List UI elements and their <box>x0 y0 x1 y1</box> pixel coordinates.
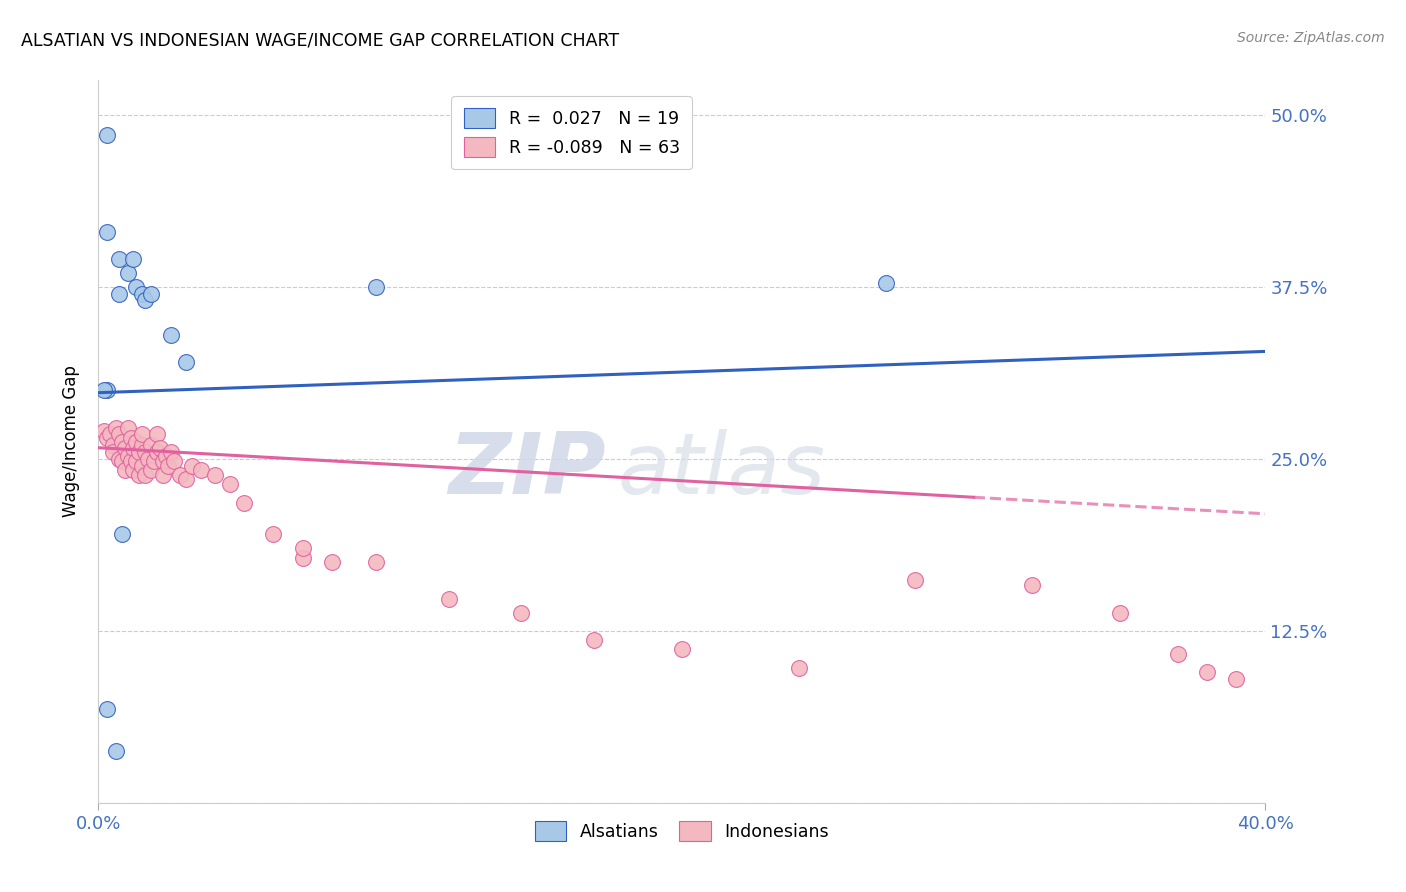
Point <box>134 468 156 483</box>
Point <box>93 383 115 397</box>
Point <box>125 279 148 293</box>
Point <box>437 592 460 607</box>
Point <box>134 293 156 308</box>
Point <box>108 252 131 267</box>
Point <box>136 451 159 466</box>
Point <box>155 449 177 463</box>
Legend: Alsatians, Indonesians: Alsatians, Indonesians <box>527 814 837 848</box>
Point <box>291 541 314 556</box>
Point <box>120 431 142 445</box>
Point <box>160 327 183 342</box>
Point <box>157 458 180 473</box>
Point <box>131 458 153 473</box>
Point <box>96 431 118 445</box>
Point <box>114 441 136 455</box>
Point <box>160 445 183 459</box>
Point <box>111 435 134 450</box>
Point <box>190 463 212 477</box>
Point <box>671 641 693 656</box>
Point <box>149 441 172 455</box>
Point <box>93 424 115 438</box>
Point <box>1021 578 1043 592</box>
Point <box>139 438 162 452</box>
Point <box>122 463 145 477</box>
Point <box>96 128 118 143</box>
Point <box>139 286 162 301</box>
Point <box>174 472 197 486</box>
Point <box>125 435 148 450</box>
Point <box>128 445 150 459</box>
Point <box>96 702 118 716</box>
Point <box>117 266 139 280</box>
Point <box>146 427 169 442</box>
Text: Source: ZipAtlas.com: Source: ZipAtlas.com <box>1237 31 1385 45</box>
Point <box>96 383 118 397</box>
Point <box>117 449 139 463</box>
Point <box>108 286 131 301</box>
Text: atlas: atlas <box>617 429 825 512</box>
Point <box>108 427 131 442</box>
Point <box>120 454 142 468</box>
Y-axis label: Wage/Income Gap: Wage/Income Gap <box>62 366 80 517</box>
Point <box>131 438 153 452</box>
Point <box>96 225 118 239</box>
Point <box>134 445 156 459</box>
Point <box>122 441 145 455</box>
Point <box>131 286 153 301</box>
Point <box>98 427 121 442</box>
Point <box>904 573 927 587</box>
Point <box>111 527 134 541</box>
Point <box>262 527 284 541</box>
Text: ALSATIAN VS INDONESIAN WAGE/INCOME GAP CORRELATION CHART: ALSATIAN VS INDONESIAN WAGE/INCOME GAP C… <box>21 31 619 49</box>
Point <box>128 468 150 483</box>
Point <box>1108 606 1130 620</box>
Point <box>163 454 186 468</box>
Point <box>108 451 131 466</box>
Point <box>583 633 606 648</box>
Point <box>139 463 162 477</box>
Point <box>111 454 134 468</box>
Point <box>101 445 124 459</box>
Point <box>204 468 226 483</box>
Point <box>510 606 533 620</box>
Point <box>364 555 387 569</box>
Point <box>152 454 174 468</box>
Point <box>152 468 174 483</box>
Point <box>1167 647 1189 661</box>
Point <box>180 458 202 473</box>
Point <box>321 555 343 569</box>
Point <box>787 661 810 675</box>
Text: ZIP: ZIP <box>449 429 606 512</box>
Point <box>233 496 256 510</box>
Point <box>117 421 139 435</box>
Point <box>104 743 127 757</box>
Point <box>125 454 148 468</box>
Point <box>114 463 136 477</box>
Point <box>146 445 169 459</box>
Point <box>218 476 240 491</box>
Point <box>101 438 124 452</box>
Point <box>1225 672 1247 686</box>
Point <box>291 550 314 565</box>
Point <box>364 279 387 293</box>
Point <box>122 252 145 267</box>
Point <box>174 355 197 369</box>
Point <box>142 454 165 468</box>
Point <box>131 427 153 442</box>
Point <box>875 276 897 290</box>
Point <box>1195 665 1218 679</box>
Point <box>169 468 191 483</box>
Point <box>104 421 127 435</box>
